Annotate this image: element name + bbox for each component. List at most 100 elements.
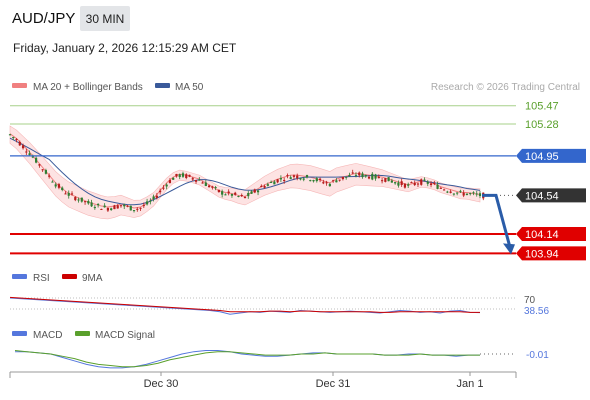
candle xyxy=(361,171,364,179)
ma50-line xyxy=(9,137,481,206)
macd-line xyxy=(15,350,480,369)
candle xyxy=(394,181,397,185)
candle xyxy=(198,177,201,181)
candle xyxy=(8,133,12,136)
candle xyxy=(132,209,136,213)
resistance-label: 105.47 xyxy=(525,101,559,113)
candle xyxy=(211,185,214,190)
legend-9ma-label: 9MA xyxy=(82,273,103,284)
candle xyxy=(162,185,165,191)
candle xyxy=(325,180,328,186)
candle xyxy=(279,175,283,182)
candle xyxy=(358,171,361,178)
candle xyxy=(207,184,211,188)
candle xyxy=(318,177,322,183)
candle xyxy=(48,173,51,179)
timeframe-badge[interactable]: 30 MIN xyxy=(80,6,130,31)
candle xyxy=(354,172,358,178)
legend-macd-swatch xyxy=(12,331,27,336)
forecast-arrow xyxy=(482,193,512,248)
candle xyxy=(413,180,416,187)
candle xyxy=(403,183,407,189)
candle xyxy=(119,205,123,208)
candle xyxy=(87,199,90,205)
candle xyxy=(416,182,420,188)
candle xyxy=(338,179,341,182)
candle xyxy=(351,169,354,175)
candle xyxy=(25,148,28,156)
x-axis: Dec 30 Dec 31 Jan 1 xyxy=(9,371,517,390)
x-tick-label: Jan 1 xyxy=(457,378,484,390)
last-price-label: 104.54 xyxy=(525,190,559,202)
candle xyxy=(51,180,54,183)
candle xyxy=(70,191,74,196)
candle xyxy=(436,181,439,190)
candle xyxy=(90,199,93,208)
candle xyxy=(387,177,390,182)
candle xyxy=(168,178,172,184)
candle xyxy=(155,192,158,200)
candle xyxy=(442,188,446,191)
watermark: Research © 2026 Trading Central xyxy=(431,82,580,93)
candle xyxy=(345,176,348,180)
main-chart-area: 105.47 105.28 104.95 104.54 104.14 103.94 xyxy=(8,101,586,261)
x-tick-label: Dec 30 xyxy=(144,378,179,390)
candle xyxy=(181,171,185,178)
legend-rsi-label: RSI xyxy=(33,273,50,284)
candle xyxy=(410,181,413,184)
candle xyxy=(371,172,374,181)
candle xyxy=(194,179,198,184)
candle xyxy=(44,168,48,175)
candle xyxy=(374,173,377,181)
candle xyxy=(188,174,191,178)
candle xyxy=(139,207,142,212)
support-label: 104.14 xyxy=(525,229,559,241)
legend-macd-signal-swatch xyxy=(75,331,90,336)
candle xyxy=(204,180,207,187)
candle xyxy=(250,190,253,195)
candle xyxy=(286,173,289,179)
candle xyxy=(113,204,116,210)
rsi-level-label: 70 xyxy=(524,295,536,306)
candle xyxy=(234,191,237,196)
candle xyxy=(367,175,371,180)
candle xyxy=(145,198,149,206)
candle xyxy=(57,182,61,190)
candle xyxy=(185,173,188,180)
candle xyxy=(221,189,224,198)
candle xyxy=(469,192,472,196)
candle xyxy=(472,191,475,196)
support-label: 103.94 xyxy=(525,248,559,260)
support-tag xyxy=(516,227,586,242)
candle xyxy=(243,196,247,199)
candle xyxy=(459,189,462,193)
timestamp: Friday, January 2, 2026 12:15:29 AM CET xyxy=(13,41,237,55)
candle xyxy=(452,193,455,196)
candle xyxy=(364,174,367,178)
rsi-9ma-line xyxy=(9,296,480,313)
candle xyxy=(97,203,100,208)
candle xyxy=(129,205,132,211)
candle xyxy=(335,178,338,183)
candle xyxy=(384,178,387,183)
candle xyxy=(178,173,181,180)
candle xyxy=(429,181,433,188)
candle xyxy=(348,172,351,177)
candle xyxy=(18,140,21,146)
candle xyxy=(237,195,240,198)
candle xyxy=(100,208,103,210)
candle xyxy=(106,207,110,212)
pivot-tag xyxy=(516,148,586,163)
candle xyxy=(289,175,292,180)
candle xyxy=(21,143,25,150)
currency-pair-title: AUD/JPY xyxy=(12,10,76,27)
legend-9ma-swatch xyxy=(62,274,77,279)
legend-ma20-swatch xyxy=(12,83,27,88)
candle xyxy=(41,169,44,172)
candle xyxy=(256,189,260,196)
candle xyxy=(103,203,106,208)
candle xyxy=(390,178,393,183)
candle xyxy=(299,177,302,181)
candle xyxy=(224,193,227,196)
last-price-tag xyxy=(516,188,586,203)
